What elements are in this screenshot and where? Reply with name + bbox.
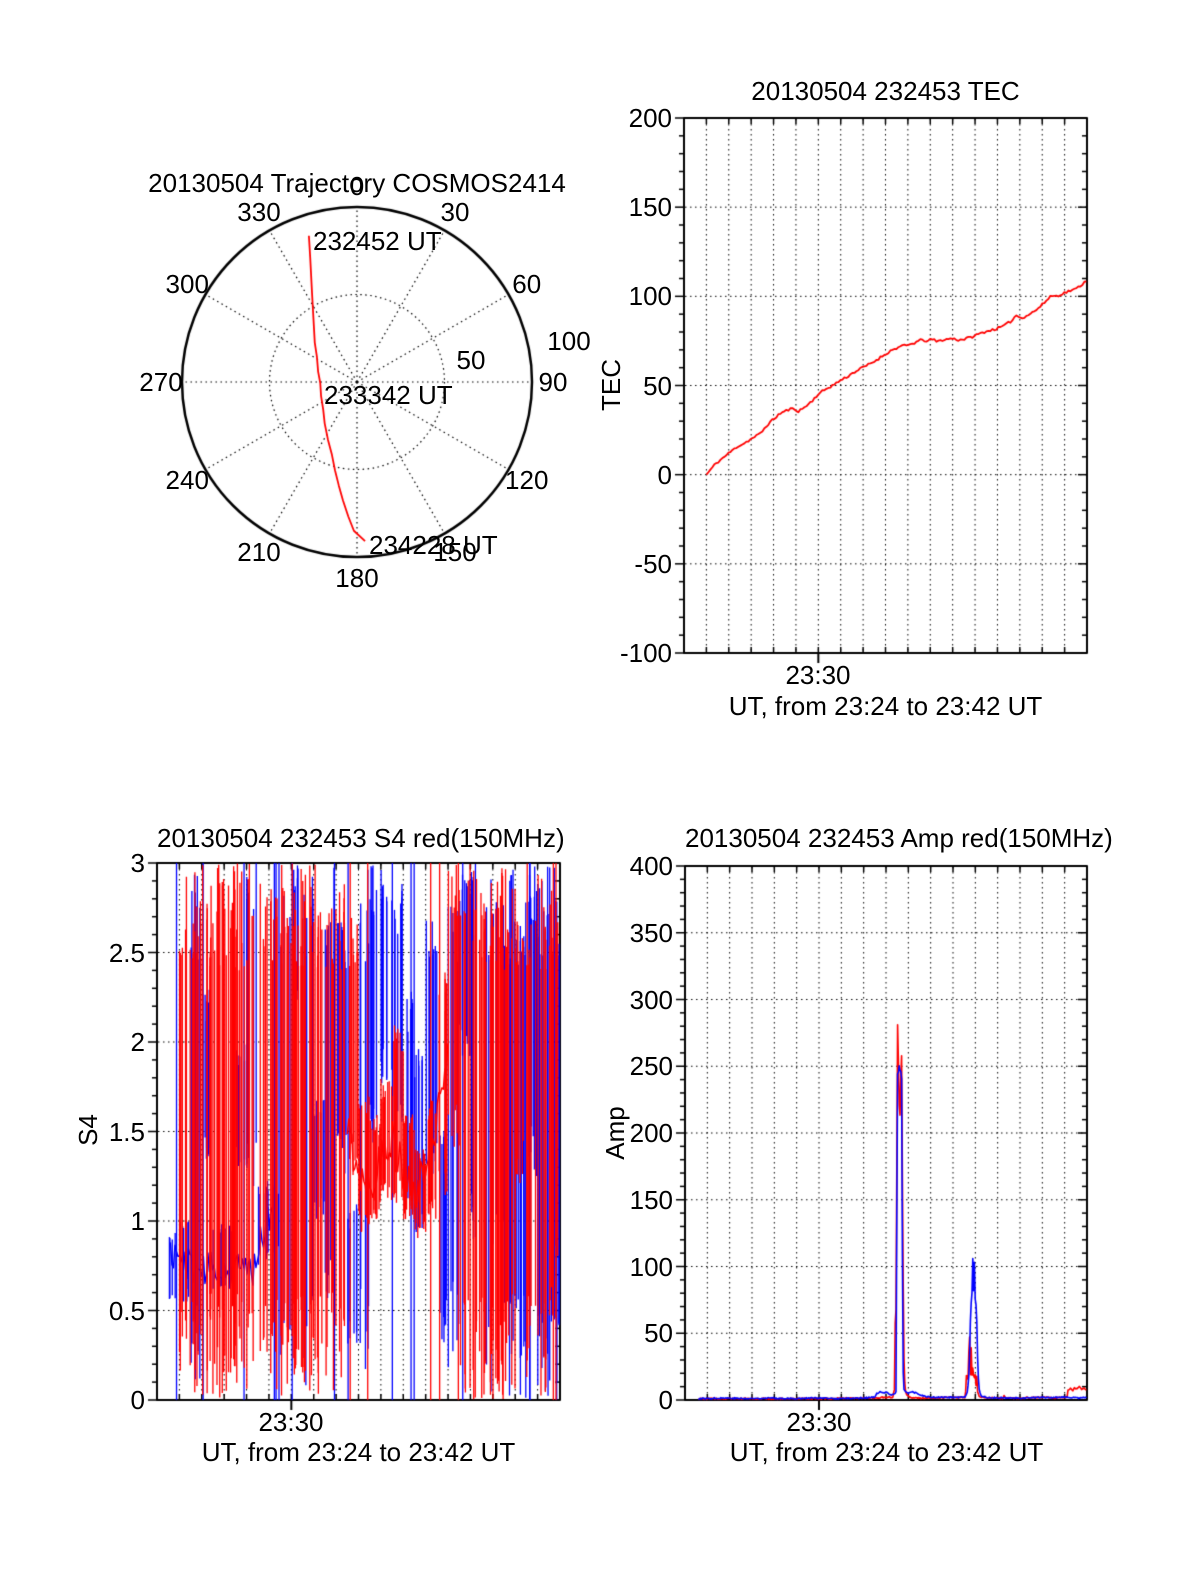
- trajectory-end-time-label: 234228 UT: [369, 530, 498, 560]
- s4-x-axis-label: UT, from 23:24 to 23:42 UT: [201, 1437, 516, 1467]
- tec-y-tick-label: -50: [634, 548, 672, 579]
- trajectory-title: 20130504 Trajectory COSMOS2414: [148, 168, 566, 198]
- trajectory-start-time-label: 232452 UT: [313, 226, 442, 256]
- tec-y-tick-label: 50: [643, 370, 672, 401]
- tec-y-tick-label: 100: [628, 281, 672, 312]
- polar-azimuth-tick-label: 0: [349, 171, 365, 201]
- polar-azimuth-tick-label: 30: [440, 197, 470, 228]
- amp-y-tick-label: 400: [629, 851, 673, 881]
- amp-x-tick-label: 23:30: [786, 1407, 852, 1437]
- s4-y-tick-label: 2: [130, 1027, 145, 1057]
- s4-title: 20130504 232453 S4 red(150MHz): [157, 823, 565, 853]
- trajectory-mid-time-label: 233342 UT: [324, 380, 453, 410]
- tec-x-axis-label: UT, from 23:24 to 23:42 UT: [728, 691, 1043, 721]
- amp-x-axis-label: UT, from 23:24 to 23:42 UT: [729, 1437, 1044, 1467]
- polar-radius-tick-label: 50: [456, 345, 486, 375]
- amp-y-tick-label: 350: [629, 917, 673, 948]
- s4-y-tick-label: 0.5: [108, 1295, 145, 1326]
- polar-azimuth-tick-label: 90: [538, 367, 568, 397]
- s4-y-tick-label: 3: [130, 848, 145, 878]
- polar-azimuth-tick-label: 150: [433, 536, 477, 567]
- amp-y-tick-label: 250: [629, 1051, 673, 1082]
- tec-y-tick-label: 150: [628, 192, 672, 223]
- polar-azimuth-tick-label: 240: [165, 465, 209, 495]
- s4-y-tick-label: 1.5: [108, 1116, 145, 1147]
- s4-y-tick-label: 0: [130, 1385, 145, 1415]
- amp-y-tick-label: 200: [629, 1118, 673, 1148]
- s4-x-tick-label: 23:30: [258, 1407, 324, 1437]
- polar-radius-tick-label: 100: [547, 326, 591, 356]
- amp-y-tick-label: 100: [629, 1251, 673, 1282]
- tec-title: 20130504 232453 TEC: [751, 76, 1020, 106]
- amp-y-tick-label: 300: [629, 984, 673, 1015]
- amp-y-tick-label: 50: [644, 1318, 673, 1349]
- polar-azimuth-tick-label: 210: [237, 536, 281, 567]
- tec-x-tick-label: 23:30: [785, 660, 851, 690]
- s4-y-tick-label: 2.5: [108, 937, 145, 968]
- polar-azimuth-tick-label: 60: [512, 269, 542, 299]
- tec-y-tick-label: -100: [619, 638, 672, 668]
- s4-y-tick-label: 1: [130, 1206, 145, 1236]
- polar-azimuth-tick-label: 300: [165, 269, 209, 299]
- tec-y-tick-label: 0: [657, 459, 672, 490]
- amp-y-tick-label: 0: [658, 1385, 673, 1415]
- polar-azimuth-tick-label: 270: [139, 367, 183, 397]
- tec-y-tick-label: 200: [628, 103, 672, 133]
- amp-title: 20130504 232453 Amp red(150MHz): [685, 823, 1113, 853]
- polar-azimuth-tick-label: 180: [335, 563, 379, 593]
- polar-azimuth-tick-label: 330: [237, 197, 281, 228]
- amp-y-tick-label: 150: [629, 1184, 673, 1215]
- polar-azimuth-tick-label: 120: [505, 465, 549, 495]
